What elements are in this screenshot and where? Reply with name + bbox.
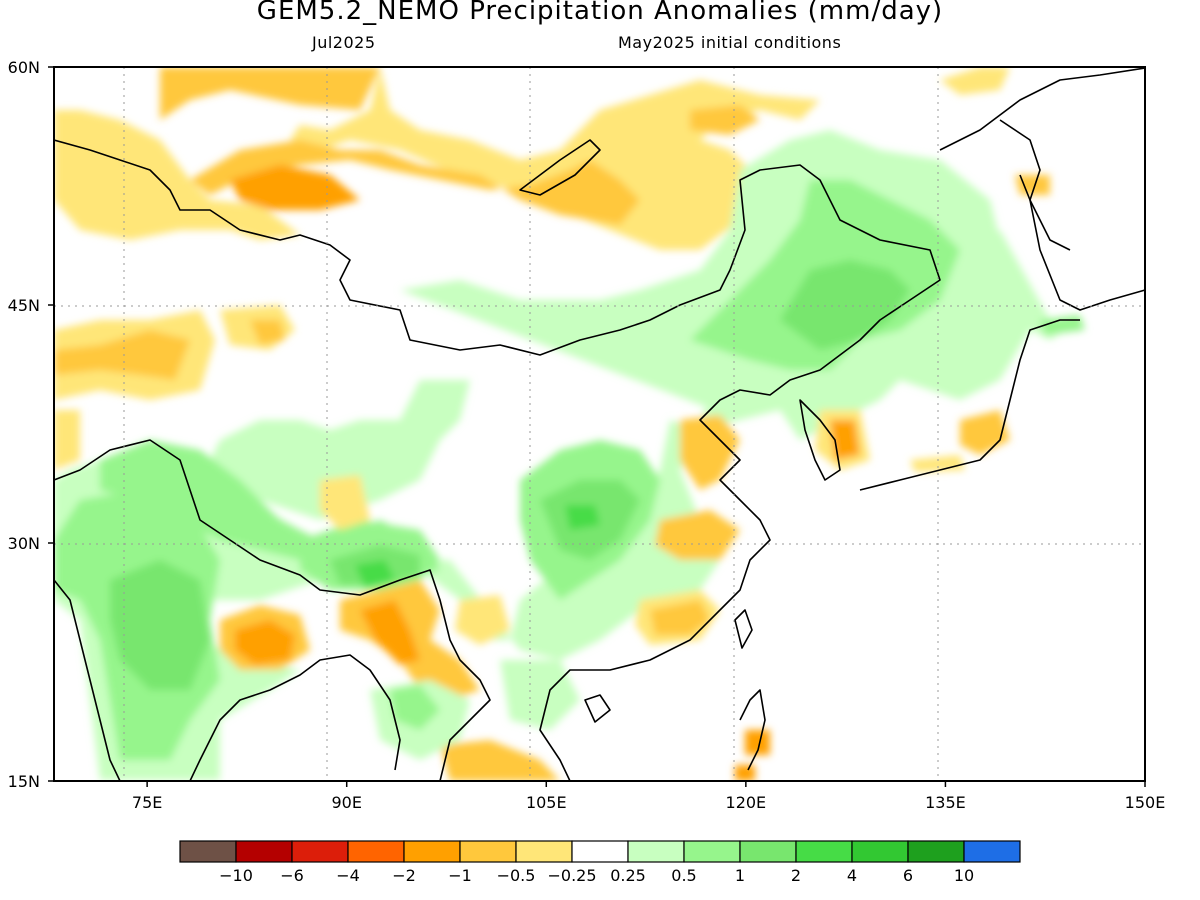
colorbar-swatch: [627, 840, 685, 863]
lon-tick-label: 75E: [132, 793, 162, 812]
colorbar-swatch: [347, 840, 405, 863]
colorbar-label: −0.25: [547, 866, 596, 885]
anomaly-region-mongolia-dry: [160, 67, 640, 225]
colorbar-swatch: [739, 840, 797, 863]
lat-tick-label: 15N: [8, 772, 40, 791]
lon-tick-label: 90E: [331, 793, 361, 812]
colorbar-label: 2: [791, 866, 801, 885]
colorbar-label: 10: [954, 866, 974, 885]
colorbar-swatch: [179, 840, 237, 863]
lon-tick-label: 105E: [526, 793, 567, 812]
colorbar-label: −4: [336, 866, 360, 885]
colorbar-swatch: [851, 840, 909, 863]
map-title: GEM5.2_NEMO Precipitation Anomalies (mm/…: [256, 0, 944, 26]
forecast-month: Jul2025: [312, 33, 376, 52]
colorbar-label: −0.5: [497, 866, 536, 885]
colorbar-swatch: [235, 840, 293, 863]
colorbar-swatch: [795, 840, 853, 863]
map-axes: 15N 30N 45N 60N 75E 90E 105E 120E 135E 150E: [8, 58, 1166, 812]
colorbar-swatch: [403, 840, 461, 863]
colorbar-swatch: [571, 840, 629, 863]
initial-conditions: May2025 initial conditions: [618, 33, 842, 52]
colorbar-swatch: [683, 840, 741, 863]
colorbar-swatch: [907, 840, 965, 863]
colorbar-swatch: [963, 840, 1021, 863]
lon-tick-label: 135E: [925, 793, 966, 812]
lon-tick-label: 120E: [726, 793, 767, 812]
lat-tick-label: 30N: [8, 534, 40, 553]
colorbar-label: −6: [280, 866, 304, 885]
colorbar-label: 4: [847, 866, 857, 885]
colorbar-swatch: [291, 840, 349, 863]
map-frame: [53, 66, 1146, 782]
colorbar-label: 0.25: [610, 866, 646, 885]
coastlines: [54, 67, 1145, 781]
colorbar: −10 −6 −4 −2 −1 −0.5 −0.25 0.25 0.5 1 2 4 6 10: [179, 840, 1021, 885]
colorbar-label: 0.5: [671, 866, 696, 885]
colorbar-label: −10: [219, 866, 253, 885]
anomaly-region-bengal-dry: [220, 580, 480, 700]
lat-tick-label: 45N: [8, 296, 40, 315]
colorbar-label: −2: [392, 866, 416, 885]
gridlines: [54, 67, 1145, 781]
anomaly-region-altai-dry: [230, 165, 360, 210]
colorbar-label: 6: [903, 866, 913, 885]
colorbar-label: −1: [448, 866, 472, 885]
lat-tick-label: 60N: [8, 58, 40, 77]
lon-tick-label: 150E: [1125, 793, 1166, 812]
colorbar-swatch: [515, 840, 573, 863]
anomaly-field: [54, 67, 1145, 781]
colorbar-label: 1: [735, 866, 745, 885]
colorbar-swatch: [459, 840, 517, 863]
